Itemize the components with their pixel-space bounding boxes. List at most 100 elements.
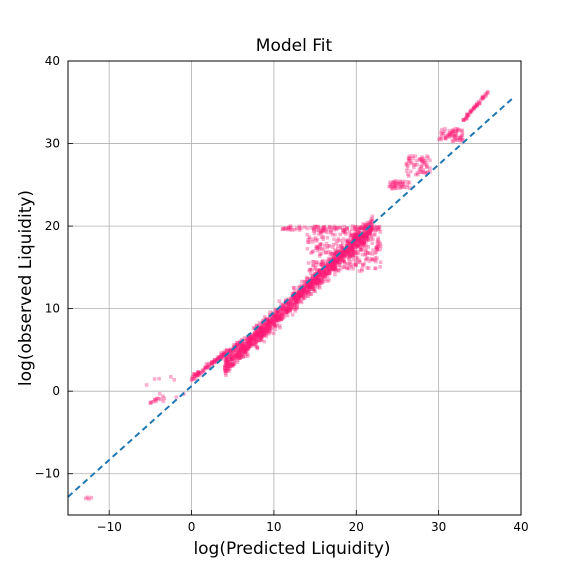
data-point [421, 160, 425, 165]
data-point [238, 348, 242, 353]
data-point [333, 265, 338, 270]
data-point [331, 266, 336, 270]
data-point [342, 265, 347, 270]
data-point [296, 294, 300, 299]
data-point [254, 336, 258, 341]
data-point [300, 288, 305, 293]
data-point [364, 236, 369, 241]
data-point [236, 358, 240, 362]
data-point [356, 231, 360, 235]
data-point [367, 221, 371, 226]
data-point [209, 361, 213, 365]
data-point [418, 157, 422, 161]
data-point [378, 230, 383, 234]
data-point [291, 285, 296, 290]
data-point [322, 275, 327, 280]
data-point [345, 226, 349, 231]
data-point [447, 132, 452, 137]
data-point [297, 224, 302, 229]
data-point [228, 355, 233, 359]
data-point [285, 309, 289, 314]
data-point [450, 131, 454, 136]
data-point [300, 279, 304, 284]
data-point [259, 333, 263, 337]
data-point [334, 251, 338, 256]
data-point [242, 347, 246, 351]
data-point [338, 249, 342, 254]
data-point [204, 365, 208, 370]
data-point [459, 135, 464, 140]
data-point [274, 317, 278, 321]
data-point [353, 232, 357, 237]
data-point [258, 335, 263, 339]
data-point [369, 225, 373, 229]
data-point [337, 257, 342, 262]
data-point [253, 330, 257, 335]
data-point [243, 339, 247, 344]
data-point [267, 320, 272, 324]
data-point [350, 252, 354, 257]
data-point [290, 228, 294, 232]
data-point [401, 182, 406, 186]
data-point [408, 161, 413, 166]
data-point [276, 314, 281, 318]
data-point [325, 235, 330, 240]
data-point [316, 276, 321, 281]
data-point [231, 362, 235, 366]
data-point [447, 128, 452, 133]
data-point [317, 283, 322, 288]
data-point [274, 315, 279, 320]
data-point [196, 373, 200, 378]
data-point [217, 355, 222, 359]
data-point [374, 250, 378, 254]
data-point [222, 351, 227, 356]
data-point [275, 314, 280, 319]
data-point [247, 336, 252, 341]
data-point [297, 290, 302, 294]
data-point [297, 288, 301, 293]
data-point [224, 360, 228, 365]
data-point [250, 336, 254, 340]
data-point [310, 240, 315, 244]
data-point [358, 242, 363, 246]
data-point [237, 356, 241, 360]
x-tick-label: 20 [349, 520, 364, 534]
data-point [343, 248, 347, 253]
data-point [335, 251, 339, 255]
data-point [371, 258, 375, 262]
data-point [210, 362, 214, 366]
data-point [234, 353, 239, 357]
data-point [330, 265, 334, 270]
data-point [211, 359, 216, 364]
data-point [225, 364, 229, 369]
data-point [315, 269, 319, 273]
data-point [293, 296, 297, 300]
data-point [230, 357, 234, 362]
data-point [376, 238, 380, 242]
data-point [347, 239, 351, 244]
data-point [306, 288, 310, 293]
plot-frame [67, 60, 522, 516]
data-point [262, 322, 266, 326]
data-point [310, 279, 315, 284]
data-point [245, 348, 249, 352]
data-point [234, 354, 239, 358]
data-point [311, 287, 315, 291]
data-point [277, 316, 281, 321]
data-point [367, 231, 371, 236]
data-point [313, 276, 318, 280]
data-point [153, 397, 157, 402]
data-point [240, 351, 244, 356]
data-point [342, 260, 347, 264]
data-point [294, 226, 299, 231]
data-point [255, 332, 259, 337]
data-point [472, 107, 476, 111]
data-point [330, 266, 335, 270]
data-point [261, 331, 265, 336]
data-point [306, 281, 311, 285]
data-point [349, 233, 354, 237]
data-point [223, 352, 227, 357]
data-point [249, 341, 253, 345]
data-point [348, 241, 352, 246]
